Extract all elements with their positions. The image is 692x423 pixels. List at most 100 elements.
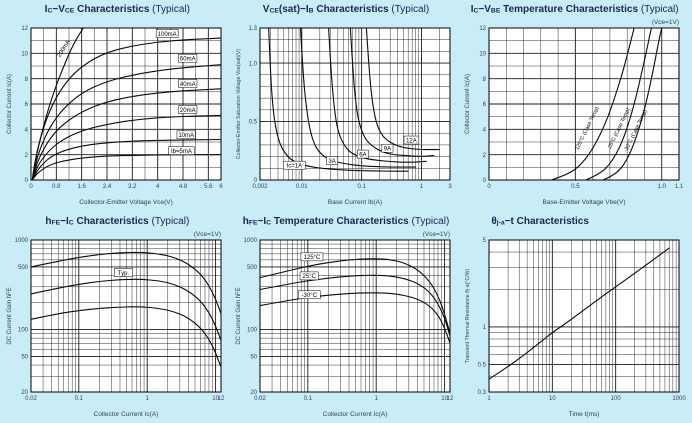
chart-title-part: (Typical) — [640, 4, 679, 15]
chart-theta-ja-t: θj-a−t Characteristics 1 10 100 1000 0.3 0.5 1… — [461, 215, 688, 421]
svg-text:100: 100 — [18, 328, 29, 334]
chart-title-part: (sat)−I — [278, 4, 309, 15]
svg-text:4: 4 — [482, 128, 486, 134]
svg-text:0.002: 0.002 — [252, 184, 268, 190]
svg-text:12: 12 — [447, 396, 454, 402]
svg-text:5: 5 — [482, 238, 486, 244]
svg-text:500: 500 — [247, 265, 258, 271]
svg-text:Collector-Emitter Voltage Vce(: Collector-Emitter Voltage Vce(V) — [80, 199, 174, 206]
svg-text:0.1: 0.1 — [357, 184, 366, 190]
svg-text:0.02: 0.02 — [254, 396, 266, 402]
svg-text:6: 6 — [482, 102, 486, 108]
svg-text:20: 20 — [22, 390, 29, 396]
svg-text:8: 8 — [25, 77, 29, 83]
chart-title-part: CE — [269, 7, 279, 15]
chart-title-part: BE — [490, 7, 501, 15]
chart-canvas-vce-sat-ib: 0.002 0.01 0.1 1 3 0 0.5 1.0 1.3 Base Current Ib(… — [236, 26, 452, 206]
chart-title-part: I — [470, 4, 474, 15]
svg-text:40mA: 40mA — [180, 82, 196, 88]
svg-text:0.5: 0.5 — [571, 184, 580, 190]
svg-text:1: 1 — [375, 396, 379, 402]
svg-text:10: 10 — [213, 396, 220, 402]
chart-title-part: C — [47, 7, 53, 15]
svg-text:2.4: 2.4 — [103, 184, 112, 190]
svg-text:Base Current Ib(A): Base Current Ib(A) — [328, 199, 382, 206]
svg-text:0.02: 0.02 — [25, 396, 37, 402]
chart-title-part: θ — [491, 216, 497, 227]
svg-text:0: 0 — [487, 184, 491, 190]
chart-title-part: (Typical) — [151, 216, 190, 227]
svg-text:6A: 6A — [359, 152, 366, 158]
chart-title-ic-vce: IC−VCE Characteristics (Typical) — [4, 3, 231, 16]
chart-vce-sat-ib: VCE(sat)−IB Characteristics (Typical) 0.… — [233, 3, 460, 209]
chart-hfe-ic-temp: hFE−IC Temperature Characteristics (Typi… — [233, 215, 460, 421]
svg-text:1.1: 1.1 — [674, 184, 683, 190]
chart-title-part: FE — [51, 219, 61, 227]
svg-text:0.5: 0.5 — [477, 363, 486, 369]
svg-text:0: 0 — [482, 178, 486, 184]
svg-text:100mA: 100mA — [158, 32, 177, 38]
svg-text:12: 12 — [479, 26, 486, 32]
chart-title-part: FE — [248, 219, 258, 227]
svg-text:4: 4 — [156, 184, 160, 190]
svg-text:0.1: 0.1 — [75, 396, 84, 402]
svg-text:125°C: 125°C — [304, 255, 321, 261]
svg-text:9A: 9A — [384, 147, 391, 153]
svg-text:Ib=5mA: Ib=5mA — [171, 149, 192, 155]
svg-text:-30°C: -30°C — [302, 293, 318, 299]
svg-text:Transient Thermal Resistance θ: Transient Thermal Resistance θj-a(°C/W) — [465, 268, 471, 363]
svg-text:1: 1 — [146, 396, 150, 402]
chart-canvas-theta-ja-t: 1 10 100 1000 0.3 0.5 1 5 Time t(ms) Transient Th… — [465, 238, 686, 418]
svg-text:12A: 12A — [406, 138, 417, 144]
svg-text:0: 0 — [25, 178, 29, 184]
svg-text:100: 100 — [247, 328, 258, 334]
svg-text:2: 2 — [25, 153, 29, 159]
svg-text:60mA: 60mA — [180, 57, 196, 63]
svg-text:(Vce=1V): (Vce=1V) — [651, 19, 678, 26]
svg-text:12: 12 — [22, 26, 29, 32]
svg-text:DC Current Gain hFE: DC Current Gain hFE — [7, 287, 13, 344]
chart-title-ic-vbe-temp: IC−VBE Temperature Characteristics (Typi… — [461, 3, 688, 16]
svg-text:4.8: 4.8 — [179, 184, 188, 190]
svg-text:1000: 1000 — [672, 396, 686, 402]
svg-text:0: 0 — [30, 184, 34, 190]
svg-text:0: 0 — [254, 178, 258, 184]
svg-text:1.0: 1.0 — [249, 61, 258, 67]
svg-text:25°C: 25°C — [303, 274, 317, 280]
svg-text:1.6: 1.6 — [78, 184, 87, 190]
svg-text:20: 20 — [250, 390, 257, 396]
chart-title-part: C — [473, 7, 479, 15]
chart-title-vce-sat-ib: VCE(sat)−IB Characteristics (Typical) — [233, 3, 460, 16]
chart-ic-vce: IC−VCE Characteristics (Typical) 0 0.8 1.6… — [4, 3, 231, 209]
chart-title-part: (Typical) — [391, 4, 430, 15]
chart-title-part: C — [266, 219, 272, 227]
chart-title-hfe-ic: hFE−IC Characteristics (Typical) — [4, 215, 231, 228]
svg-text:100: 100 — [610, 396, 621, 402]
chart-title-theta-ja-t: θj-a−t Characteristics — [461, 215, 688, 228]
svg-text:4: 4 — [25, 128, 29, 134]
svg-text:1000: 1000 — [244, 238, 258, 244]
svg-text:Collector Current Ic(A): Collector Current Ic(A) — [323, 411, 388, 418]
svg-text:10: 10 — [22, 52, 29, 58]
chart-title-part: B — [308, 7, 314, 15]
svg-text:0.5: 0.5 — [249, 120, 258, 126]
chart-title-part: h — [45, 216, 52, 227]
chart-title-part: I — [44, 4, 48, 15]
svg-text:12: 12 — [218, 396, 225, 402]
chart-hfe-ic: hFE−IC Characteristics (Typical) 0.02 0.1… — [4, 215, 231, 421]
svg-text:1: 1 — [420, 184, 424, 190]
svg-text:50: 50 — [250, 355, 257, 361]
svg-text:0.8: 0.8 — [52, 184, 61, 190]
chart-ic-vbe-temp: IC−VBE Temperature Characteristics (Typi… — [461, 3, 688, 209]
svg-text:Ic=1A: Ic=1A — [287, 163, 303, 169]
svg-text:6: 6 — [25, 102, 29, 108]
svg-text:Time t(ms): Time t(ms) — [568, 411, 599, 418]
chart-canvas-ic-vce: 0 0.8 1.6 2.4 3.2 4 4.8 5.6 6 0 2 4 6 8 10 12 Collector-… — [7, 26, 223, 206]
svg-text:8: 8 — [482, 77, 486, 83]
svg-text:10: 10 — [441, 396, 448, 402]
chart-title-part: −V — [478, 4, 491, 15]
svg-text:0.1: 0.1 — [304, 396, 313, 402]
svg-text:Collector Current Ic(A): Collector Current Ic(A) — [94, 411, 159, 418]
